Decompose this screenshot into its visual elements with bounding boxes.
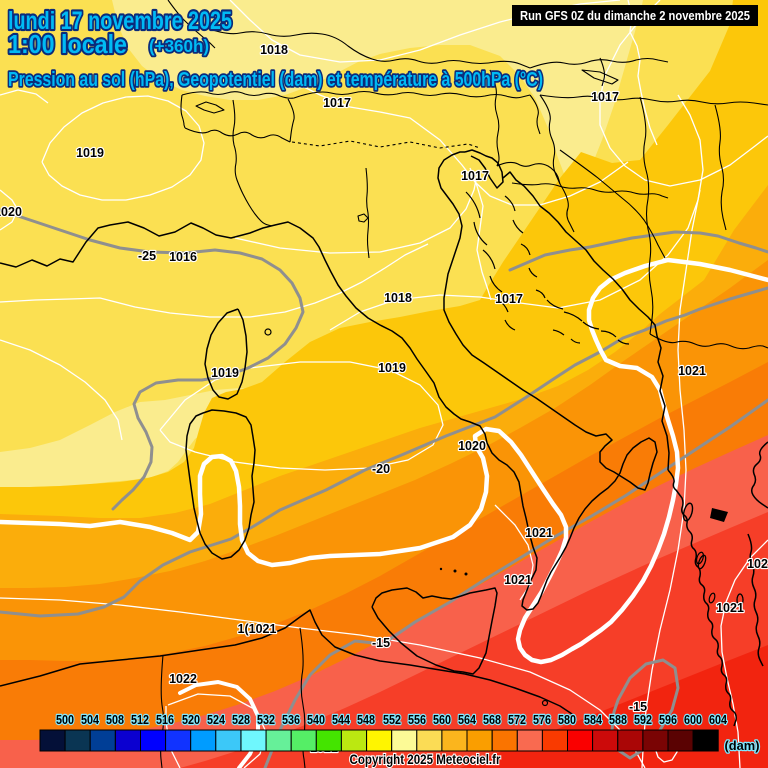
svg-text:508: 508 <box>106 713 124 727</box>
svg-text:1017: 1017 <box>495 292 523 306</box>
svg-text:1021: 1021 <box>525 526 553 540</box>
svg-text:1020: 1020 <box>0 205 22 219</box>
svg-text:-20: -20 <box>372 462 390 476</box>
svg-text:528: 528 <box>232 713 250 727</box>
svg-text:584: 584 <box>584 713 602 727</box>
svg-text:1020: 1020 <box>458 439 486 453</box>
svg-text:1017: 1017 <box>591 90 619 104</box>
svg-text:1021: 1021 <box>716 601 744 615</box>
svg-text:552: 552 <box>383 713 401 727</box>
svg-text:548: 548 <box>357 713 375 727</box>
svg-text:(dam): (dam) <box>725 739 760 753</box>
svg-text:1021: 1021 <box>504 573 532 587</box>
svg-text:1(1021: 1(1021 <box>238 622 277 636</box>
svg-text:-15: -15 <box>372 636 390 650</box>
svg-text:556: 556 <box>408 713 426 727</box>
svg-text:504: 504 <box>81 713 99 727</box>
svg-text:lundi 17 novembre 2025: lundi 17 novembre 2025 <box>8 7 232 35</box>
svg-text:596: 596 <box>659 713 677 727</box>
svg-text:1019: 1019 <box>378 361 406 375</box>
svg-text:576: 576 <box>533 713 551 727</box>
svg-text:580: 580 <box>558 713 576 727</box>
svg-text:Copyright 2025 Meteociel.fr: Copyright 2025 Meteociel.fr <box>350 751 501 767</box>
svg-text:560: 560 <box>433 713 451 727</box>
svg-text:568: 568 <box>483 713 501 727</box>
svg-text:Pression au sol (hPa), Geopote: Pression au sol (hPa), Geopotentiel (dam… <box>8 69 543 91</box>
svg-text:1019: 1019 <box>211 366 239 380</box>
svg-text:1016: 1016 <box>169 250 197 264</box>
svg-text:524: 524 <box>207 713 225 727</box>
svg-text:(+360h): (+360h) <box>149 36 209 56</box>
svg-text:1018: 1018 <box>260 43 288 57</box>
svg-text:604: 604 <box>709 713 727 727</box>
svg-text:1018: 1018 <box>384 291 412 305</box>
svg-text:520: 520 <box>182 713 200 727</box>
svg-text:1021: 1021 <box>678 364 706 378</box>
svg-text:Run GFS 0Z du dimanche 2 novem: Run GFS 0Z du dimanche 2 novembre 2025 <box>520 9 750 23</box>
svg-text:1017: 1017 <box>323 96 351 110</box>
svg-text:-15: -15 <box>629 700 647 714</box>
svg-text:540: 540 <box>307 713 325 727</box>
svg-text:1022: 1022 <box>169 672 197 686</box>
svg-text:1019: 1019 <box>76 146 104 160</box>
svg-text:544: 544 <box>332 713 350 727</box>
svg-text:564: 564 <box>458 713 476 727</box>
svg-text:572: 572 <box>508 713 526 727</box>
svg-text:1:00 locale: 1:00 locale <box>8 29 127 59</box>
svg-text:516: 516 <box>156 713 174 727</box>
svg-text:1017: 1017 <box>461 169 489 183</box>
svg-text:-25: -25 <box>138 249 156 263</box>
svg-text:512: 512 <box>131 713 149 727</box>
svg-text:1021: 1021 <box>747 557 768 571</box>
svg-text:588: 588 <box>609 713 627 727</box>
svg-text:536: 536 <box>282 713 300 727</box>
svg-text:600: 600 <box>684 713 702 727</box>
svg-text:592: 592 <box>634 713 652 727</box>
svg-text:532: 532 <box>257 713 275 727</box>
svg-text:500: 500 <box>56 713 74 727</box>
